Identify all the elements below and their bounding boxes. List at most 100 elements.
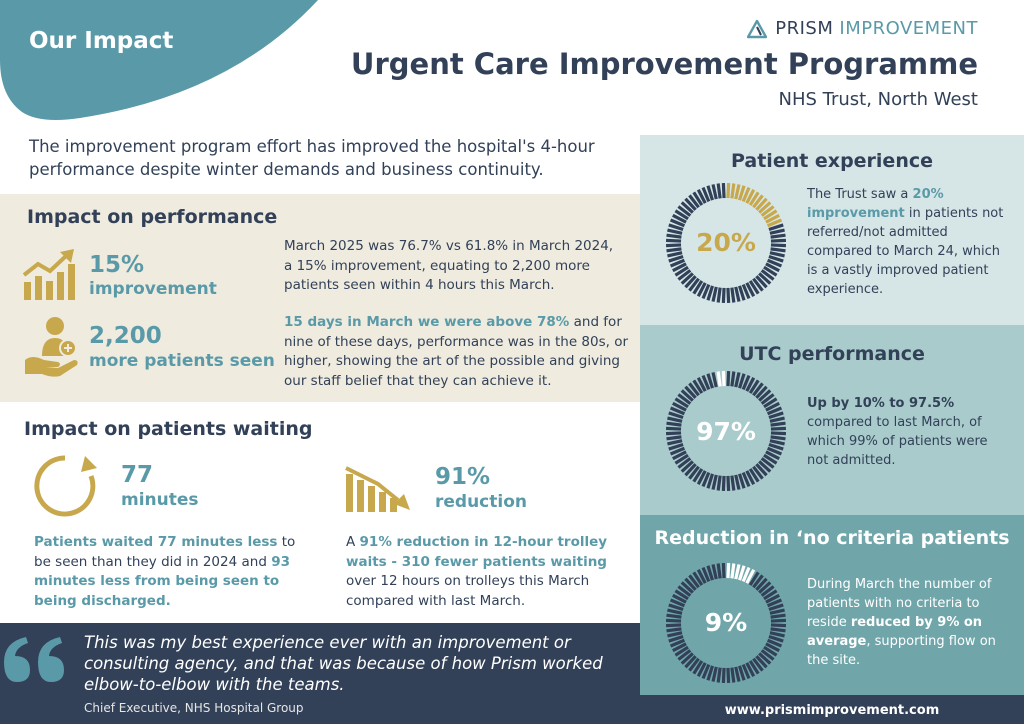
donut-segment [765,213,780,224]
footer-bar [640,695,1024,724]
donut-segment [745,470,756,485]
donut-segment [696,377,707,392]
highlight-text: 20% improvement [807,187,944,221]
donut-segment [669,638,686,648]
donut-segment [745,189,756,204]
donut-segment [755,275,768,289]
donut-segment [758,460,772,473]
donut-segment [684,655,697,669]
donut-segment [696,662,707,677]
donut-segment [770,623,787,628]
panel-paragraph: During March the number of patients with… [807,575,1012,670]
donut-segment [688,194,700,209]
donut-segment [734,666,741,682]
donut-segment [706,565,714,581]
donut-segment [701,663,711,680]
donut-segment [741,186,751,203]
donut-segment [672,213,687,224]
donut-segment [770,627,786,633]
donut-segment [711,372,718,388]
donut-segment [680,201,694,214]
donut-segment [755,577,768,591]
website-url[interactable]: www.prismimprovement.com [724,703,940,718]
stat-reduction-label: reduction [435,492,527,512]
body-text: to be seen than they did in 2024 and [34,534,296,570]
stat-minutes-number: 77 [121,462,154,488]
donut-segment [692,280,704,295]
donut-segment [741,566,751,583]
donut-segment [760,649,775,661]
donut-segment [677,649,692,661]
donut-segment [766,406,783,416]
donut-segment [701,566,711,583]
donut-segment [738,665,746,681]
donut-segment [730,563,736,579]
donut-segment [755,197,768,211]
brand-logo: PRISM IMPROVEMENT [747,18,978,39]
donut-chart-no-criteria [665,562,787,684]
donut-segment [667,228,683,235]
donut-segment [672,401,687,412]
donut-segment [716,287,722,303]
donut-segment [766,598,783,608]
donut-segment [745,569,756,584]
donut-segment [741,374,751,391]
donut-segment [741,663,751,680]
donut-segment [769,228,785,235]
donut-segment [665,243,682,248]
donut-segment [763,265,778,277]
intro-text: The improvement program effort has impro… [29,137,595,179]
body-text: During March the number of patients with… [807,577,992,630]
donut-segment [701,186,711,203]
donut-segment [770,426,787,431]
donut-segment [706,373,714,389]
donut-segment [688,465,700,480]
patient-care-icon [25,317,78,377]
donut-segment [734,286,741,302]
donut-segment [726,475,731,492]
donut-segment [765,642,780,653]
donut-segment [745,662,756,677]
donut-segment [734,564,741,580]
performance-section [0,194,640,402]
donut-segment [721,475,726,492]
donut-segment [677,457,692,469]
donut-segment [665,618,682,623]
donut-segment [711,184,718,200]
donut-segment [667,251,683,258]
donut-segment [711,564,718,580]
donut-segment [667,631,683,638]
donut-segment [721,562,726,579]
donut-chart-patient-experience [665,182,787,304]
brand-name-part2: IMPROVEMENT [839,18,978,39]
donut-segment [760,457,775,469]
donut-segment [701,374,711,391]
waiting-paragraph-1: Patients waited 77 minutes less to be se… [34,533,306,611]
corner-shape [0,0,318,120]
donut-segment [748,379,760,394]
donut-segment [752,657,764,672]
donut-segment [674,265,689,277]
waiting-paragraph-2: A 91% reduction in 12-hour trolley waits… [346,533,621,611]
donut-segment [680,272,694,285]
donut-segment [684,385,697,399]
donut-segment [734,372,741,388]
body-text: , supporting flow on the site. [807,634,996,668]
donut-segment [706,285,714,301]
donut-segment [768,223,784,231]
donut-segment [688,574,700,589]
donut-segment [696,470,707,485]
donut-segment [763,209,778,221]
donut-segment [696,189,707,204]
donut-segment [692,191,704,206]
donut-segment [748,280,760,295]
donut-segment [726,182,731,199]
stat-minutes-label: minutes [121,490,199,510]
donut-segment [669,446,686,456]
donut-segment [684,275,697,289]
donut-segment [706,665,714,681]
donut-segment [765,401,780,412]
donut-segment [760,205,775,217]
donut-segment [677,269,692,281]
donut-segment [721,667,726,684]
